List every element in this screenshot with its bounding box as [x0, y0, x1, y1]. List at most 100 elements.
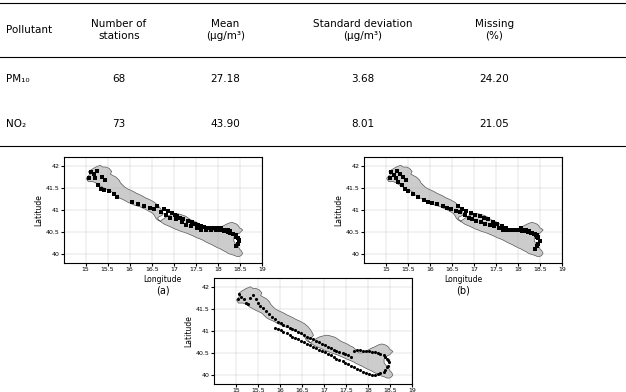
- Point: [389, 172, 399, 178]
- Point: [287, 333, 297, 339]
- Point: [352, 347, 362, 353]
- Point: [314, 347, 324, 353]
- Point: [403, 188, 413, 194]
- Point: [296, 338, 306, 344]
- Point: [314, 339, 324, 345]
- Point: [163, 207, 173, 214]
- Point: [225, 228, 235, 234]
- Point: [320, 342, 330, 348]
- Point: [230, 232, 240, 238]
- Point: [464, 214, 474, 221]
- Point: [505, 227, 515, 233]
- Point: [502, 227, 512, 233]
- Point: [329, 354, 339, 360]
- Point: [152, 203, 162, 209]
- Point: [396, 182, 406, 189]
- Point: [382, 364, 392, 370]
- Point: [511, 227, 521, 233]
- Point: [514, 227, 524, 233]
- Point: [489, 223, 499, 230]
- Point: [467, 216, 477, 223]
- Point: [294, 329, 304, 335]
- Point: [233, 296, 243, 303]
- Point: [428, 200, 438, 206]
- Point: [393, 179, 403, 185]
- Point: [236, 294, 246, 300]
- Point: [302, 341, 312, 347]
- Point: [206, 227, 216, 233]
- Point: [479, 214, 489, 221]
- Point: [493, 225, 503, 231]
- Point: [196, 227, 206, 233]
- Point: [355, 347, 365, 353]
- Point: [459, 212, 470, 218]
- Point: [398, 174, 408, 180]
- Point: [501, 225, 511, 231]
- Point: [261, 308, 271, 314]
- Point: [358, 348, 368, 354]
- Point: [343, 361, 353, 367]
- Point: [234, 238, 244, 245]
- Point: [383, 363, 393, 369]
- Point: [483, 216, 493, 223]
- Point: [171, 216, 181, 223]
- Point: [100, 176, 110, 183]
- Text: 43.90: 43.90: [210, 119, 240, 129]
- Point: [84, 175, 94, 181]
- Point: [311, 345, 321, 351]
- Text: (b): (b): [456, 286, 470, 296]
- X-axis label: Longitude: Longitude: [143, 274, 182, 283]
- Point: [401, 176, 411, 183]
- Point: [331, 348, 341, 354]
- Point: [519, 227, 529, 233]
- Point: [273, 326, 283, 332]
- Point: [343, 352, 353, 359]
- Text: 27.18: 27.18: [210, 74, 240, 84]
- Point: [282, 330, 292, 337]
- Point: [223, 229, 233, 235]
- Point: [492, 221, 502, 227]
- Text: 68: 68: [112, 74, 126, 84]
- Point: [346, 354, 356, 360]
- Point: [329, 347, 339, 353]
- Point: [177, 219, 187, 225]
- Text: 3.68: 3.68: [351, 74, 375, 84]
- Point: [205, 225, 215, 231]
- Point: [376, 370, 386, 376]
- Point: [355, 367, 365, 373]
- Point: [308, 343, 318, 350]
- Point: [199, 224, 209, 230]
- Text: (a): (a): [156, 286, 170, 296]
- Point: [384, 175, 394, 181]
- Point: [408, 191, 418, 198]
- Point: [172, 213, 182, 220]
- Point: [432, 201, 442, 207]
- Point: [200, 227, 210, 233]
- Point: [181, 222, 191, 228]
- Point: [399, 185, 409, 192]
- Point: [202, 225, 212, 231]
- Point: [228, 231, 239, 237]
- Text: 8.01: 8.01: [352, 119, 374, 129]
- Point: [287, 326, 297, 332]
- Point: [294, 336, 304, 342]
- Point: [86, 169, 96, 175]
- Point: [305, 342, 315, 348]
- Point: [267, 314, 277, 320]
- Point: [233, 235, 243, 241]
- Point: [217, 225, 227, 231]
- Point: [419, 197, 429, 203]
- Point: [382, 356, 392, 362]
- Point: [232, 243, 242, 249]
- Point: [240, 299, 250, 306]
- Point: [373, 371, 383, 377]
- Point: [442, 204, 452, 211]
- Point: [380, 367, 390, 373]
- Point: [270, 316, 280, 322]
- Y-axis label: Latitude: Latitude: [34, 194, 43, 226]
- Point: [529, 231, 539, 237]
- Point: [517, 228, 527, 234]
- Point: [457, 206, 467, 212]
- Point: [196, 223, 206, 230]
- Point: [290, 327, 300, 334]
